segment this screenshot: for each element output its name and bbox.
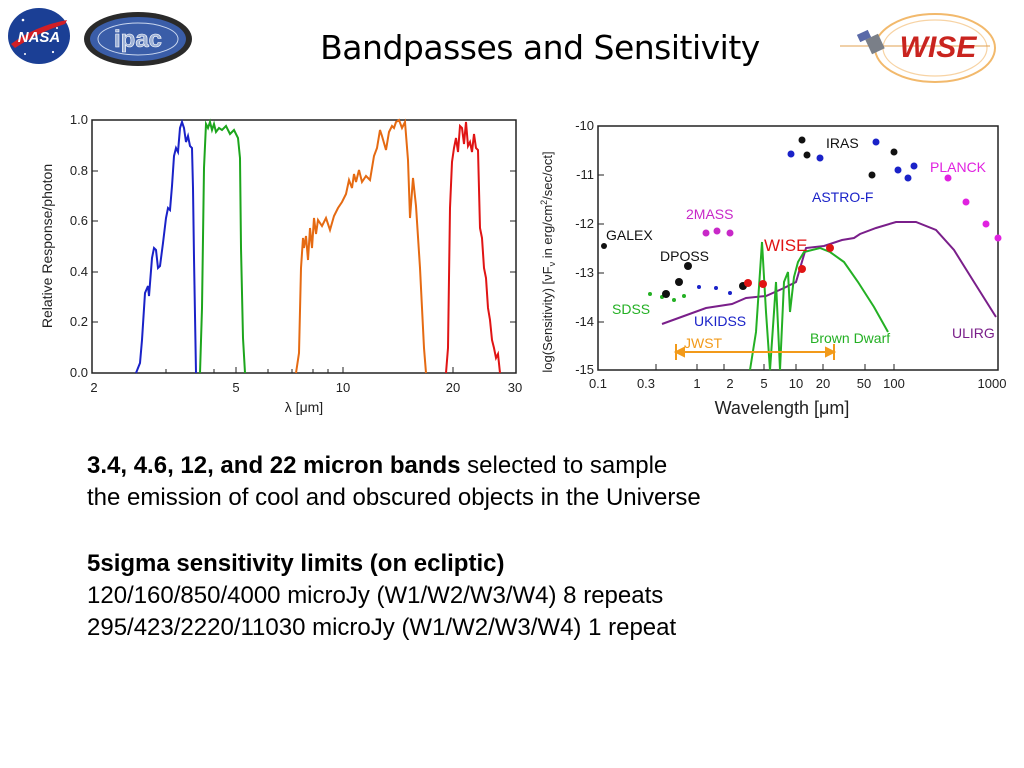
left-xtick-2: 10: [336, 380, 350, 395]
jwst-range: [673, 344, 837, 360]
iras-label: IRAS: [826, 135, 859, 151]
right-y-label: log(Sensitivity) [νFν in erg/cm2/sec/oct…: [539, 151, 557, 372]
right-x-label: Wavelength [μm]: [715, 398, 850, 418]
bands-emphasis: 3.4, 4.6, 12, and 22 micron bands: [87, 452, 461, 479]
right-ytick-0: -10: [575, 118, 594, 133]
sensitivity-heading: 5sigma sensitivity limits (on ecliptic): [87, 550, 505, 577]
right-xtick-3: 2: [726, 376, 733, 391]
right-xtick-5: 10: [789, 376, 803, 391]
planck-points: [944, 174, 1002, 242]
ulirg-label: ULIRG: [952, 325, 995, 341]
slide-title: Bandpasses and Sensitivity: [320, 28, 760, 67]
brown-dwarf-label: Brown Dwarf: [810, 330, 890, 346]
ukidss-points: [697, 285, 732, 295]
galex-label: GALEX: [606, 227, 653, 243]
right-xtick-7: 50: [857, 376, 871, 391]
right-xtick-4: 5: [760, 376, 767, 391]
astrof-label: ASTRO-F: [812, 189, 873, 205]
right-ytick-2: -12: [575, 216, 594, 231]
right-ytick-5: -15: [575, 362, 594, 377]
bands-text-line2: the emission of cool and obscured object…: [87, 484, 701, 511]
left-xtick-4: 30: [508, 380, 522, 395]
wise-logo: WISE: [840, 13, 996, 83]
right-ytick-1: -11: [576, 167, 594, 182]
nasa-logo: NASA: [8, 8, 70, 64]
dposs-points: [662, 262, 747, 298]
sensitivity-paragraph: 5sigma sensitivity limits (on ecliptic) …: [87, 548, 987, 644]
sensitivity-plot: -10 -11 -12 -13 -14 -15 0.1 0.3 1 2 5 10…: [539, 118, 1007, 418]
w3-band-curve: [295, 118, 427, 374]
sensitivity-8-repeats: 120/160/850/4000 microJy (W1/W2/W3/W4) 8…: [87, 582, 664, 609]
right-xtick-2: 1: [693, 376, 700, 391]
ukidss-label: UKIDSS: [694, 313, 746, 329]
sdss-points: [648, 292, 686, 302]
svg-text:WISE: WISE: [900, 31, 978, 64]
svg-text:ipac: ipac: [114, 26, 162, 53]
ipac-logo: ipac: [84, 12, 192, 66]
wise-points: [744, 244, 834, 288]
iras-points: [798, 136, 898, 179]
left-ytick-1: 0.2: [70, 314, 88, 329]
bandpass-plot: 0.0 0.2 0.4 0.6 0.8 1.0 2 5 10 20 30 λ […: [39, 112, 522, 415]
left-xtick-1: 5: [232, 380, 239, 395]
left-ytick-4: 0.8: [70, 163, 88, 178]
right-xtick-8: 100: [883, 376, 905, 391]
left-y-ticks: [92, 119, 516, 374]
right-xtick-1: 0.3: [637, 376, 655, 391]
svg-text:NASA: NASA: [18, 29, 61, 46]
planck-label: PLANCK: [930, 159, 987, 175]
left-ytick-0: 0.0: [70, 365, 88, 380]
left-ytick-5: 1.0: [70, 112, 88, 127]
twomass-label: 2MASS: [686, 206, 733, 222]
right-ytick-3: -13: [575, 265, 594, 280]
left-y-label: Relative Response/photon: [39, 164, 55, 328]
w4-band-curve: [445, 121, 501, 374]
wise-label: WISE: [764, 236, 807, 255]
slide-body: 3.4, 4.6, 12, and 22 micron bands select…: [87, 450, 987, 644]
w2-band-curve: [199, 118, 246, 374]
galex-points: [601, 243, 607, 249]
left-xtick-3: 20: [446, 380, 460, 395]
sdss-label: SDSS: [612, 301, 650, 317]
left-ytick-3: 0.6: [70, 213, 88, 228]
left-ytick-2: 0.4: [70, 264, 88, 279]
sensitivity-1-repeat: 295/423/2220/11030 microJy (W1/W2/W3/W4)…: [87, 614, 677, 641]
astrof-points: [787, 138, 918, 182]
left-x-label: λ [μm]: [285, 399, 323, 415]
dposs-label: DPOSS: [660, 248, 709, 264]
w1-band-curve: [135, 118, 197, 374]
right-xtick-6: 20: [816, 376, 830, 391]
right-ytick-4: -14: [575, 314, 594, 329]
jwst-label: JWST: [684, 335, 723, 351]
ulirg-curve: [661, 221, 997, 325]
right-xtick-0: 0.1: [589, 376, 607, 391]
bands-paragraph: 3.4, 4.6, 12, and 22 micron bands select…: [87, 450, 987, 514]
right-xtick-9: 1000: [978, 376, 1007, 391]
left-xtick-0: 2: [90, 380, 97, 395]
twomass-points: [702, 227, 734, 237]
bands-text: selected to sample: [460, 452, 668, 479]
brown-dwarf-curve: [749, 241, 889, 371]
